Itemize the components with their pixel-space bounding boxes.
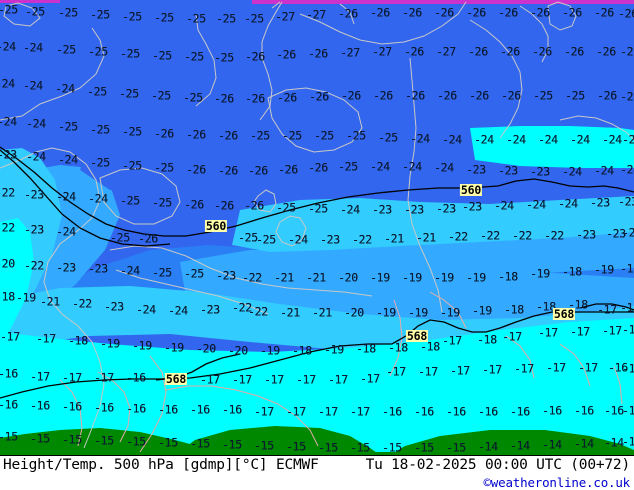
land-green-edge	[0, 452, 634, 455]
contour-560	[0, 146, 634, 237]
land-green-bottom-3	[390, 430, 634, 455]
coastline-layer	[0, 1, 634, 449]
fill-band-magenta-top-left	[0, 0, 60, 3]
fill-band-cyan-upper-right	[470, 126, 634, 168]
contour-560-left-branch	[0, 149, 171, 247]
land-green-bottom	[0, 428, 230, 452]
contour-568	[0, 311, 634, 399]
fill-band-magenta-top	[252, 0, 634, 4]
ecmwf-500hpa-map[interactable]: -25 -25 -25 -25 -25 -25 -25 -25 -25 -27 -27 -26 -26-…	[0, 0, 634, 455]
map-graphics-layer	[0, 0, 634, 455]
valid-datetime: Tu 18-02-2025 00:00 UTC (00+72)	[365, 457, 631, 473]
fill-band-light-blue-3	[180, 250, 634, 322]
copyright-credit[interactable]: ©weatheronline.co.uk	[483, 475, 630, 490]
map-footer-bar: Height/Temp. 500 hPa [gdmp][°C] ECMWF Tu…	[0, 455, 634, 490]
fill-band-deep-blue-patch	[80, 130, 470, 198]
map-title: Height/Temp. 500 hPa [gdmp][°C] ECMWF	[3, 457, 319, 473]
fill-band-sky-blue-2	[232, 196, 634, 252]
contour-568-east-hook	[579, 303, 634, 311]
land-green-bottom-2	[175, 426, 380, 455]
fill-band-cyan-lobe	[0, 218, 34, 348]
